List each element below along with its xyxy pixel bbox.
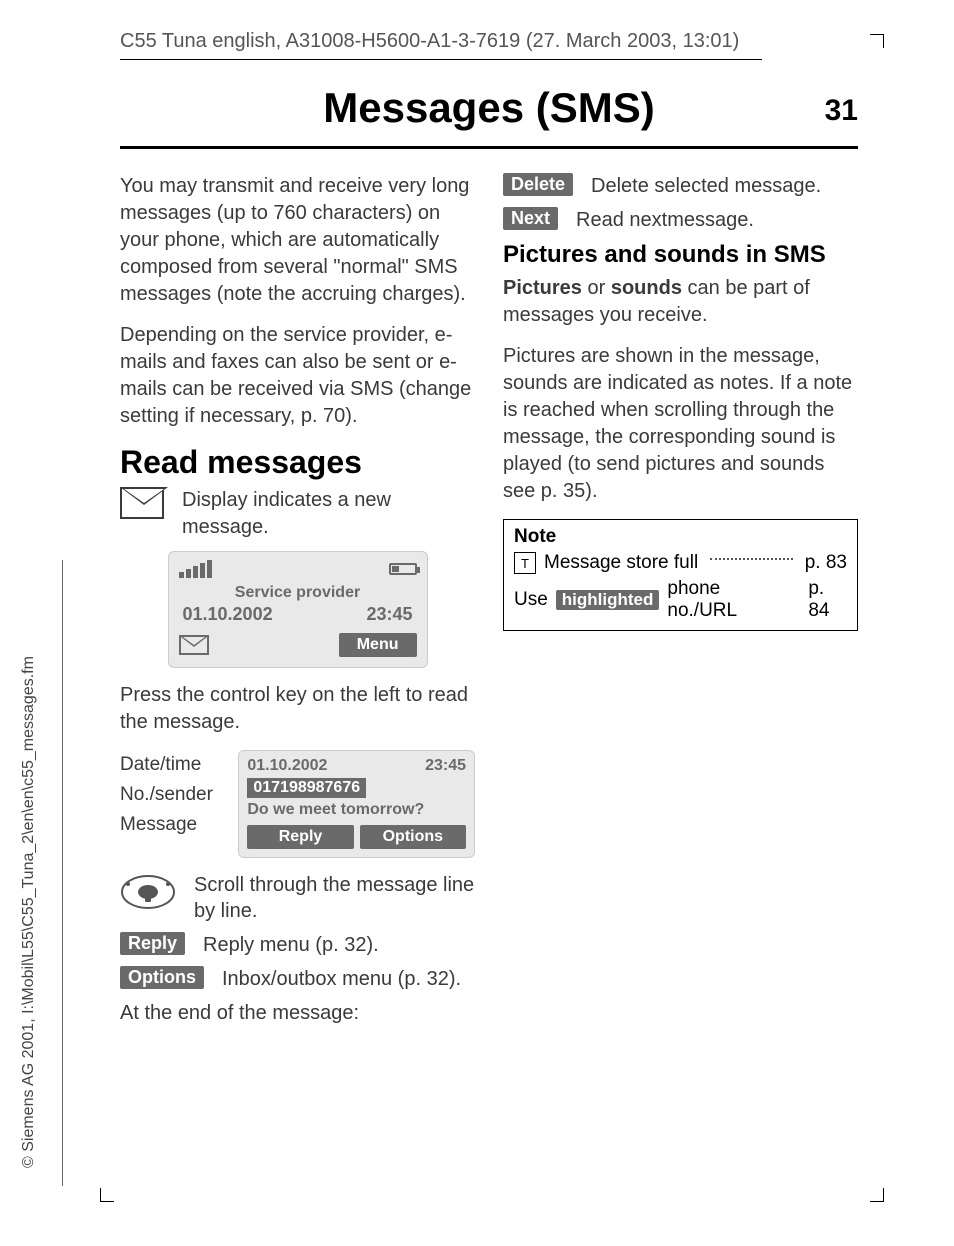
- scroll-instruction: Scroll through the message line by line.: [194, 872, 475, 924]
- service-provider-label: Service provider: [179, 584, 417, 602]
- msg-body: Do we meet tomorrow?: [247, 801, 466, 819]
- intro-paragraph: Depending on the service provider, e-mai…: [120, 322, 475, 430]
- new-message-text: Display indicates a new message.: [182, 487, 475, 541]
- instruction-text: Press the control key on the left to rea…: [120, 682, 475, 736]
- intro-paragraph: You may transmit and receive very long m…: [120, 173, 475, 308]
- highlighted-tag: highlighted: [556, 590, 660, 610]
- copyright-sidetext: © Siemens AG 2001, I:\Mobil\L55\C55_Tuna…: [20, 656, 38, 1168]
- phone-idle-screen: Service provider 01.10.2002 23:45 Menu: [168, 551, 428, 668]
- pictures-sounds-lead: Pictures or sounds can be part of messag…: [503, 275, 858, 329]
- phone-date: 01.10.2002: [183, 604, 273, 625]
- crop-mark: [100, 1188, 114, 1202]
- section-heading: Read messages: [120, 444, 475, 481]
- options-tag[interactable]: Options: [120, 966, 204, 989]
- crop-mark: [870, 1188, 884, 1202]
- side-divider: [62, 560, 63, 1186]
- envelope-icon: [179, 635, 209, 655]
- plain-text: or: [588, 277, 611, 299]
- msg-sender: 017198987676: [247, 778, 366, 798]
- label-sender: No./sender: [120, 784, 228, 806]
- leader-dots: [710, 558, 793, 560]
- msg-time: 23:45: [425, 757, 466, 775]
- pictures-sounds-body: Pictures are shown in the message, sound…: [503, 343, 858, 505]
- softkey-menu[interactable]: Menu: [339, 633, 417, 657]
- next-tag[interactable]: Next: [503, 207, 558, 230]
- running-head-rule: [120, 59, 762, 60]
- next-description: Read nextmessage.: [576, 207, 754, 233]
- page-title: Messages (SMS): [120, 84, 858, 132]
- label-message: Message: [120, 814, 228, 836]
- battery-icon: [389, 563, 417, 575]
- note-item-page: p. 84: [808, 578, 847, 622]
- note-title: Note: [514, 526, 847, 548]
- note-item-page: p. 83: [805, 552, 847, 574]
- envelope-icon: [120, 487, 164, 519]
- delete-tag[interactable]: Delete: [503, 173, 573, 196]
- reply-tag[interactable]: Reply: [120, 932, 185, 955]
- running-head: C55 Tuna english, A31008-H5600-A1-3-7619…: [120, 30, 858, 53]
- message-store-icon: T: [514, 552, 536, 574]
- bold-word: sounds: [611, 277, 682, 299]
- note-box: Note T Message store full p. 83 Use high…: [503, 519, 858, 631]
- plain-text: Use: [514, 589, 548, 611]
- delete-description: Delete selected message.: [591, 173, 821, 199]
- softkey-reply[interactable]: Reply: [247, 825, 353, 849]
- bold-word: Pictures: [503, 277, 582, 299]
- subsection-heading: Pictures and sounds in SMS: [503, 241, 858, 269]
- end-of-message-text: At the end of the message:: [120, 1000, 475, 1027]
- msg-date: 01.10.2002: [247, 757, 327, 775]
- note-item-label: Message store full: [544, 552, 698, 574]
- options-description: Inbox/outbox menu (p. 32).: [222, 966, 461, 992]
- reply-description: Reply menu (p. 32).: [203, 932, 379, 958]
- label-datetime: Date/time: [120, 754, 228, 776]
- page-number: 31: [825, 94, 858, 128]
- softkey-options[interactable]: Options: [360, 825, 466, 849]
- note-item-label: phone no./URL: [667, 578, 784, 622]
- rocker-key-icon: [120, 872, 176, 912]
- signal-icon: [179, 560, 212, 578]
- title-rule: [120, 146, 858, 149]
- phone-message-screen: 01.10.2002 23:45 017198987676 Do we meet…: [238, 750, 475, 858]
- phone-time: 23:45: [366, 604, 412, 625]
